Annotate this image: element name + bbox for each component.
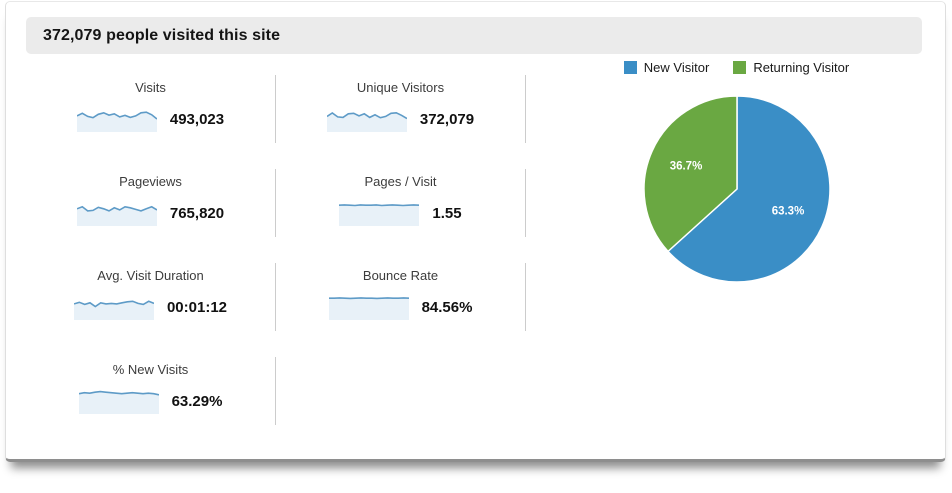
metric-label: Avg. Visit Duration <box>97 268 204 283</box>
sparkline-chart <box>339 204 420 226</box>
returning-visitor-swatch-icon <box>733 61 747 74</box>
metric-value: 1.55 <box>432 204 462 222</box>
metric-label: Pages / Visit <box>364 174 437 189</box>
legend-item-returning-visitor[interactable]: Returning Visitor <box>733 60 849 75</box>
metric-unique-visitors: Unique Visitors 372,079 <box>276 75 526 143</box>
pie-chart[interactable]: 63.3% 36.7% <box>637 89 837 289</box>
sparkline-chart <box>326 111 407 132</box>
metric-spark-row: 372,079 <box>326 106 475 132</box>
pie-slice-new-visitor[interactable] <box>666 95 831 283</box>
metric-label: Bounce Rate <box>362 268 439 283</box>
metric-spark-row: 493,023 <box>76 106 225 132</box>
pie-slice-percent-label: 63.3% <box>771 206 804 218</box>
legend-label: Returning Visitor <box>753 60 850 75</box>
sparkline-chart <box>76 111 157 132</box>
metric-new-visits: % New Visits 63.29% <box>26 357 276 425</box>
analytics-overview-card: 372,079 people visited this site Visits 4… <box>5 1 946 462</box>
metric-pages-visit: Pages / Visit 1.55 <box>276 169 526 237</box>
new-visitor-swatch-icon <box>623 61 637 74</box>
metrics-grid: Visits 493,023 Unique Visitors 372,079 Pagev… <box>26 75 526 425</box>
sparkline-chart <box>76 205 157 226</box>
sparkline-chart <box>328 297 409 320</box>
metric-spark-row: 1.55 <box>339 200 462 226</box>
metric-label: Visits <box>135 80 166 95</box>
metric-visits: Visits 493,023 <box>26 75 276 143</box>
metric-value: 493,023 <box>169 110 225 128</box>
sparkline-chart <box>78 390 159 414</box>
metric-spark-row: 63.29% <box>78 388 223 414</box>
chart-legend: New Visitor Returning Visitor <box>623 60 849 75</box>
metric-bounce-rate: Bounce Rate 84.56% <box>276 263 526 331</box>
legend-label: New Visitor <box>643 60 710 75</box>
metric-spark-row: 00:01:12 <box>73 294 228 320</box>
metric-label: % New Visits <box>112 362 189 377</box>
metric-value: 63.29% <box>171 392 223 410</box>
metric-pageviews: Pageviews 765,820 <box>26 169 276 237</box>
metric-value: 00:01:12 <box>166 298 228 316</box>
metric-spark-row: 765,820 <box>76 200 225 226</box>
metric-value: 765,820 <box>169 204 225 222</box>
visitor-type-chart: New Visitor Returning Visitor 63.3% 36.7% <box>584 60 889 289</box>
metric-spark-row: 84.56% <box>328 294 473 320</box>
metric-label: Unique Visitors <box>356 80 445 95</box>
metric-label: Pageviews <box>119 174 182 189</box>
metric-avg-visit-duration: Avg. Visit Duration 00:01:12 <box>26 263 276 331</box>
legend-item-new-visitor[interactable]: New Visitor <box>623 60 710 75</box>
metric-value: 372,079 <box>419 110 475 128</box>
page-title: 372,079 people visited this site <box>26 17 922 54</box>
pie-slice-percent-label: 36.7% <box>669 160 702 172</box>
sparkline-chart <box>73 300 154 320</box>
metric-value: 84.56% <box>421 298 473 316</box>
pie-slice-returning-visitor[interactable] <box>642 95 738 253</box>
